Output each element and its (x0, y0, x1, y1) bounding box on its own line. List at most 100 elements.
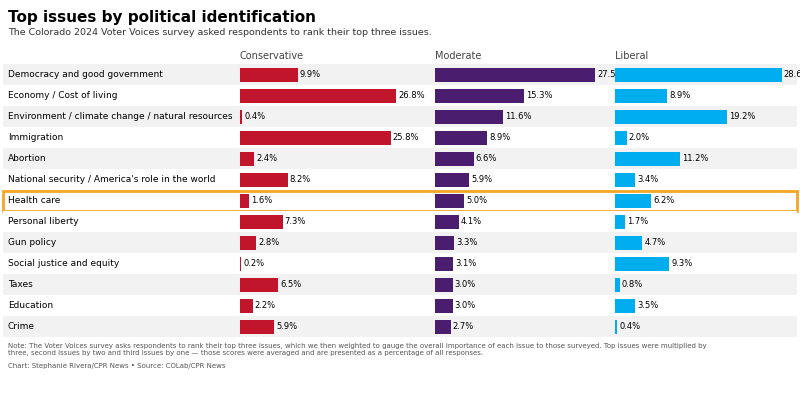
Text: Democracy and good government: Democracy and good government (8, 70, 163, 79)
Text: 4.7%: 4.7% (645, 238, 666, 247)
Bar (240, 68, 298, 82)
Bar (615, 88, 667, 102)
Text: 28.6%: 28.6% (784, 70, 800, 79)
Text: Personal liberty: Personal liberty (8, 217, 78, 226)
Bar (615, 256, 670, 270)
Bar (615, 194, 651, 208)
Bar (435, 236, 454, 250)
Bar (240, 130, 390, 144)
Text: The Colorado 2024 Voter Voices survey asked respondents to rank their top three : The Colorado 2024 Voter Voices survey as… (8, 28, 432, 37)
Bar (240, 194, 250, 208)
Text: Education: Education (8, 301, 53, 310)
Text: 9.3%: 9.3% (671, 259, 693, 268)
Text: 2.7%: 2.7% (453, 322, 474, 331)
Bar (615, 152, 680, 166)
Bar (240, 256, 241, 270)
Text: 3.1%: 3.1% (455, 259, 476, 268)
Bar (615, 320, 618, 334)
Text: 15.3%: 15.3% (526, 91, 553, 100)
Bar (435, 320, 450, 334)
Bar (615, 298, 635, 312)
Bar (435, 298, 453, 312)
Text: 1.6%: 1.6% (251, 196, 273, 205)
Bar (3, 253, 797, 274)
Text: 11.2%: 11.2% (682, 154, 709, 163)
Text: Immigration: Immigration (8, 133, 63, 142)
Bar (615, 236, 642, 250)
Text: Abortion: Abortion (8, 154, 46, 163)
Text: Note: The Voter Voices survey asks respondents to rank their top three issues, w: Note: The Voter Voices survey asks respo… (8, 343, 706, 356)
Text: 6.6%: 6.6% (475, 154, 497, 163)
Bar (3, 295, 797, 316)
Text: 6.5%: 6.5% (280, 280, 301, 289)
Bar (435, 214, 459, 228)
Bar (3, 169, 797, 190)
Bar (435, 68, 595, 82)
Bar (435, 172, 470, 186)
Bar (240, 110, 242, 124)
Bar (240, 172, 288, 186)
Bar (3, 127, 797, 148)
Bar (240, 236, 256, 250)
Text: 3.3%: 3.3% (456, 238, 478, 247)
Bar (3, 148, 797, 169)
Text: Social justice and equity: Social justice and equity (8, 259, 119, 268)
Text: Taxes: Taxes (8, 280, 33, 289)
Text: 8.9%: 8.9% (489, 133, 510, 142)
Bar (3, 85, 797, 106)
Text: 3.0%: 3.0% (454, 280, 476, 289)
Text: Environment / climate change / natural resources: Environment / climate change / natural r… (8, 112, 233, 121)
Text: National security / America's role in the world: National security / America's role in th… (8, 175, 215, 184)
Bar (435, 256, 453, 270)
Text: Liberal: Liberal (615, 51, 648, 61)
Text: 27.5%: 27.5% (598, 70, 624, 79)
Bar (615, 172, 635, 186)
Text: Top issues by political identification: Top issues by political identification (8, 10, 316, 25)
Text: 2.0%: 2.0% (629, 133, 650, 142)
Text: 5.9%: 5.9% (471, 175, 493, 184)
Bar (3, 106, 797, 127)
Bar (3, 211, 797, 232)
Bar (3, 190, 797, 210)
Text: 4.1%: 4.1% (461, 217, 482, 226)
Text: 11.6%: 11.6% (505, 112, 531, 121)
Text: 3.0%: 3.0% (454, 301, 476, 310)
Text: 7.3%: 7.3% (285, 217, 306, 226)
Bar (435, 278, 453, 292)
Text: 5.9%: 5.9% (277, 322, 298, 331)
Bar (240, 214, 282, 228)
Bar (615, 68, 782, 82)
Text: Gun policy: Gun policy (8, 238, 56, 247)
Bar (3, 64, 797, 85)
Text: 0.8%: 0.8% (622, 280, 643, 289)
Text: 26.8%: 26.8% (398, 91, 425, 100)
Text: Health care: Health care (8, 196, 60, 205)
Bar (3, 232, 797, 253)
Text: Economy / Cost of living: Economy / Cost of living (8, 91, 118, 100)
Bar (435, 88, 524, 102)
Bar (615, 278, 620, 292)
Bar (435, 110, 502, 124)
Text: Crime: Crime (8, 322, 35, 331)
Text: Moderate: Moderate (435, 51, 482, 61)
Text: 6.2%: 6.2% (653, 196, 674, 205)
Bar (240, 152, 254, 166)
Text: 9.9%: 9.9% (300, 70, 321, 79)
Text: 3.4%: 3.4% (637, 175, 658, 184)
Bar (615, 130, 626, 144)
Bar (435, 152, 474, 166)
Text: 2.4%: 2.4% (256, 154, 277, 163)
Bar (435, 194, 464, 208)
Bar (435, 130, 487, 144)
Bar (240, 298, 253, 312)
Text: 8.9%: 8.9% (669, 91, 690, 100)
Text: 2.8%: 2.8% (258, 238, 279, 247)
Text: 8.2%: 8.2% (290, 175, 311, 184)
Text: 0.4%: 0.4% (619, 322, 641, 331)
Text: 3.5%: 3.5% (638, 301, 658, 310)
Text: 19.2%: 19.2% (729, 112, 755, 121)
Text: Conservative: Conservative (240, 51, 304, 61)
Bar (3, 274, 797, 295)
Bar (240, 320, 274, 334)
Bar (615, 214, 625, 228)
